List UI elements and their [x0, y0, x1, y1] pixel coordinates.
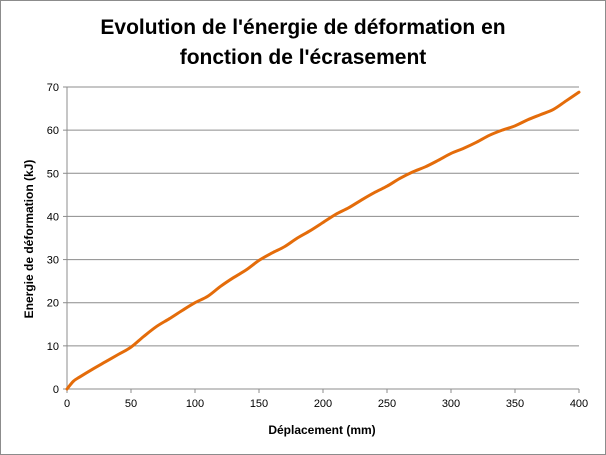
- x-tick-label: 150: [250, 398, 268, 410]
- y-tick-label: 30: [47, 255, 59, 267]
- x-tick-label: 200: [314, 398, 332, 410]
- y-tick-label: 40: [47, 211, 59, 223]
- x-tick-label: 400: [570, 398, 588, 410]
- x-tick-label: 300: [442, 398, 460, 410]
- y-axis-title: Energie de déformation (kJ): [22, 160, 36, 319]
- y-tick-label: 0: [53, 384, 59, 396]
- axes: [63, 86, 580, 393]
- gridlines: [67, 86, 579, 347]
- series-line: [65, 90, 581, 391]
- y-tick-label: 50: [47, 168, 59, 180]
- chart-title-line1: Evolution de l'énergie de déformation en: [100, 16, 506, 39]
- chart-title-line2: fonction de l'écrasement: [179, 46, 427, 69]
- x-tick-label: 0: [64, 398, 70, 410]
- x-tick-label: 350: [506, 398, 524, 410]
- y-tick-label: 20: [47, 298, 59, 310]
- chart-title: Evolution de l'énergie de déformation en…: [1, 13, 605, 73]
- x-tick-label: 250: [378, 398, 396, 410]
- x-axis-title: Déplacement (mm): [268, 423, 375, 437]
- y-tick-label: 10: [47, 341, 59, 353]
- y-tick-label: 70: [47, 82, 59, 94]
- x-tick-label: 100: [186, 398, 204, 410]
- y-tick-label: 60: [47, 125, 59, 137]
- x-tick-label: 50: [125, 398, 137, 410]
- series-layer: [65, 90, 581, 391]
- tick-labels: 0 10 20 30 40 50 60 70 0 50 100 150 200 250 300 350 400: [47, 82, 588, 410]
